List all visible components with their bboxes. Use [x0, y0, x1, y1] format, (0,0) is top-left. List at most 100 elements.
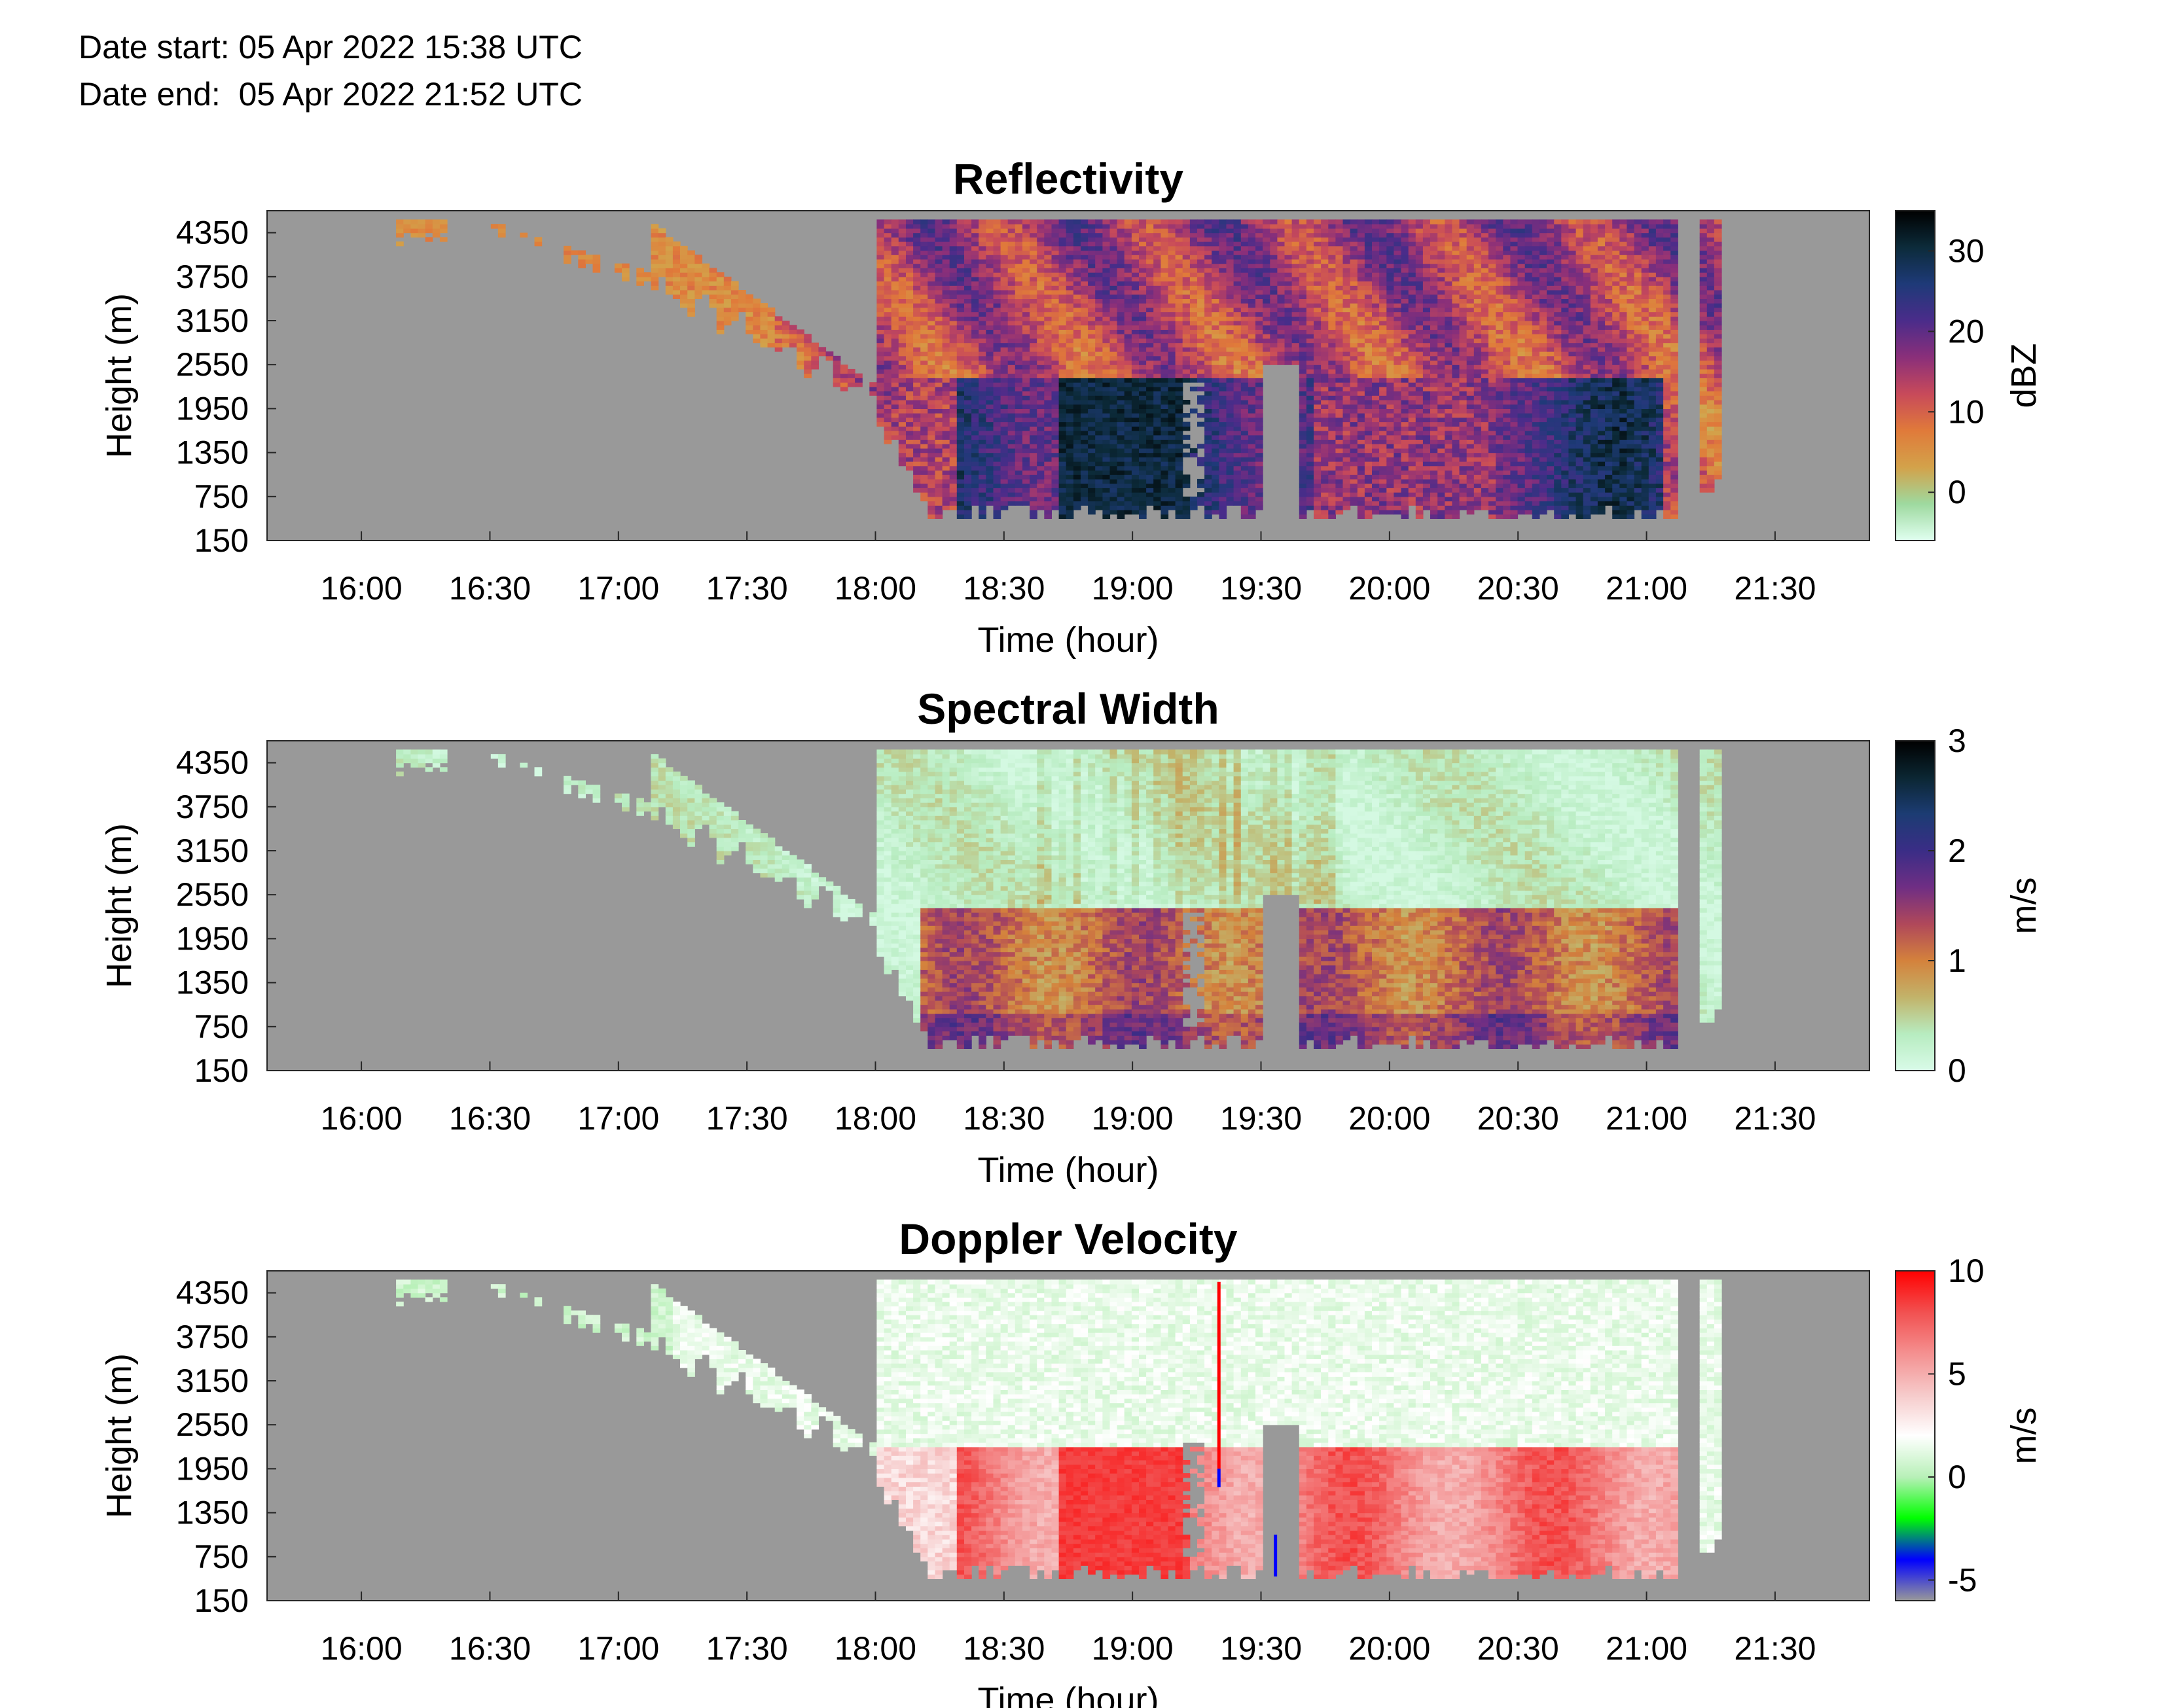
reflectivity-cell	[1102, 241, 1110, 246]
reflectivity-cell	[1314, 453, 1322, 457]
reflectivity-cell	[1044, 308, 1052, 312]
reflectivity-cell	[1328, 356, 1336, 361]
reflectivity-cell	[1277, 277, 1285, 281]
reflectivity-cell	[899, 426, 907, 431]
reflectivity-cell	[1001, 484, 1009, 488]
reflectivity-cell	[1241, 435, 1249, 440]
reflectivity-cell	[943, 298, 950, 303]
reflectivity-cell	[1022, 374, 1030, 378]
reflectivity-cell	[1015, 492, 1023, 497]
reflectivity-cell	[1176, 290, 1183, 294]
reflectivity-cell	[1204, 505, 1212, 510]
reflectivity-cell	[1102, 474, 1110, 479]
reflectivity-cell	[1146, 488, 1154, 492]
reflectivity-cell	[1343, 347, 1351, 351]
reflectivity-cell	[1022, 268, 1030, 272]
reflectivity-cell	[1081, 237, 1089, 241]
reflectivity-cell	[658, 241, 666, 246]
reflectivity-cell	[1358, 241, 1365, 246]
reflectivity-cell	[1212, 453, 1219, 457]
reflectivity-cell	[746, 308, 753, 312]
reflectivity-cell	[1168, 343, 1176, 347]
reflectivity-cell	[1015, 233, 1023, 238]
reflectivity-cell	[1299, 264, 1307, 268]
reflectivity-cell	[1358, 439, 1365, 444]
reflectivity-cell	[673, 290, 681, 294]
reflectivity-cell	[994, 233, 1001, 238]
reflectivity-cell	[1102, 316, 1110, 321]
reflectivity-cell	[1248, 264, 1256, 268]
reflectivity-cell	[950, 347, 958, 351]
reflectivity-cell	[1110, 422, 1118, 427]
reflectivity-cell	[593, 268, 601, 272]
reflectivity-cell	[491, 224, 499, 228]
reflectivity-cell	[1219, 237, 1227, 241]
reflectivity-cell	[1044, 378, 1052, 382]
reflectivity-cell	[884, 228, 892, 233]
reflectivity-cell	[957, 228, 965, 233]
reflectivity-cell	[753, 303, 761, 308]
reflectivity-cell	[1379, 453, 1387, 457]
reflectivity-cell	[891, 298, 899, 303]
reflectivity-cell	[913, 321, 921, 325]
reflectivity-cell	[1227, 418, 1234, 422]
reflectivity-cell	[1088, 303, 1096, 308]
reflectivity-cell	[1365, 259, 1373, 264]
reflectivity-cell	[927, 321, 935, 325]
reflectivity-cell	[1234, 241, 1242, 246]
reflectivity-cell	[979, 404, 986, 409]
reflectivity-cell	[1314, 426, 1322, 431]
reflectivity-cell	[957, 461, 965, 466]
reflectivity-cell	[920, 435, 928, 440]
reflectivity-cell	[1292, 325, 1300, 330]
reflectivity-cell	[957, 413, 965, 418]
reflectivity-cell	[1204, 492, 1212, 497]
reflectivity-cell	[1358, 325, 1365, 330]
reflectivity-cell	[1146, 356, 1154, 361]
reflectivity-cell	[1270, 298, 1278, 303]
reflectivity-cell	[811, 347, 819, 351]
reflectivity-cell	[1102, 497, 1110, 501]
reflectivity-cell	[1227, 404, 1234, 409]
reflectivity-cell	[1176, 259, 1183, 264]
reflectivity-cell	[1248, 418, 1256, 422]
reflectivity-cell	[1299, 237, 1307, 241]
reflectivity-cell	[1248, 497, 1256, 501]
reflectivity-cell	[1379, 241, 1387, 246]
reflectivity-cell	[1335, 474, 1343, 479]
reflectivity-cell	[1241, 378, 1249, 382]
reflectivity-cell	[1299, 471, 1307, 475]
reflectivity-cell	[1008, 281, 1016, 286]
reflectivity-cell	[1263, 316, 1270, 321]
reflectivity-cell	[1292, 281, 1300, 286]
reflectivity-cell	[1052, 285, 1060, 290]
reflectivity-cell	[1081, 374, 1089, 378]
reflectivity-cell	[935, 298, 943, 303]
reflectivity-cell	[1044, 448, 1052, 453]
reflectivity-cell	[964, 312, 972, 317]
reflectivity-cell	[1343, 272, 1351, 277]
reflectivity-cell	[906, 233, 914, 238]
reflectivity-cell	[1183, 426, 1191, 431]
reflectivity-cell	[957, 338, 965, 343]
reflectivity-cell	[1409, 461, 1416, 466]
reflectivity-cell	[1117, 272, 1125, 277]
reflectivity-cell	[1153, 338, 1161, 343]
reflectivity-cell	[1227, 435, 1234, 440]
reflectivity-cell	[1394, 484, 1401, 488]
reflectivity-cell	[1139, 361, 1147, 365]
reflectivity-cell	[1139, 510, 1147, 514]
reflectivity-cell	[1204, 251, 1212, 255]
reflectivity-cell	[1372, 418, 1380, 422]
reflectivity-cell	[1081, 444, 1089, 448]
reflectivity-cell	[1183, 374, 1191, 378]
reflectivity-cell	[680, 285, 688, 290]
reflectivity-cell	[1248, 471, 1256, 475]
reflectivity-cell	[1358, 484, 1365, 488]
reflectivity-cell	[1015, 316, 1023, 321]
reflectivity-cell	[1321, 510, 1329, 514]
reflectivity-cell	[1125, 395, 1132, 400]
reflectivity-cell	[1372, 387, 1380, 391]
reflectivity-cell	[1022, 501, 1030, 506]
reflectivity-cell	[964, 264, 972, 268]
